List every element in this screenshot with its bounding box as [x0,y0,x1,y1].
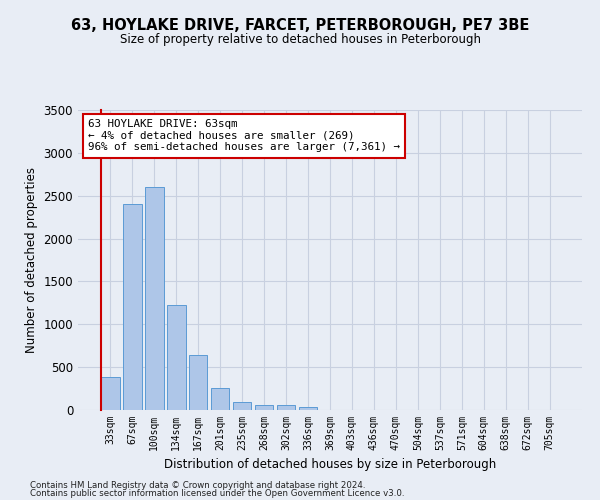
Bar [299,406,317,410]
Bar [255,405,274,410]
Bar [233,402,251,410]
Text: 63 HOYLAKE DRIVE: 63sqm
← 4% of detached houses are smaller (269)
96% of semi-de: 63 HOYLAKE DRIVE: 63sqm ← 4% of detached… [88,119,400,152]
Bar [189,355,208,410]
X-axis label: Distribution of detached houses by size in Peterborough: Distribution of detached houses by size … [164,458,496,471]
Text: 63, HOYLAKE DRIVE, FARCET, PETERBOROUGH, PE7 3BE: 63, HOYLAKE DRIVE, FARCET, PETERBOROUGH,… [71,18,529,32]
Bar [277,405,295,410]
Bar [167,304,185,410]
Text: Contains public sector information licensed under the Open Government Licence v3: Contains public sector information licen… [30,490,404,498]
Y-axis label: Number of detached properties: Number of detached properties [25,167,38,353]
Text: Contains HM Land Registry data © Crown copyright and database right 2024.: Contains HM Land Registry data © Crown c… [30,480,365,490]
Bar [101,376,119,410]
Bar [123,204,142,410]
Bar [145,187,164,410]
Bar [211,388,229,410]
Text: Size of property relative to detached houses in Peterborough: Size of property relative to detached ho… [119,32,481,46]
